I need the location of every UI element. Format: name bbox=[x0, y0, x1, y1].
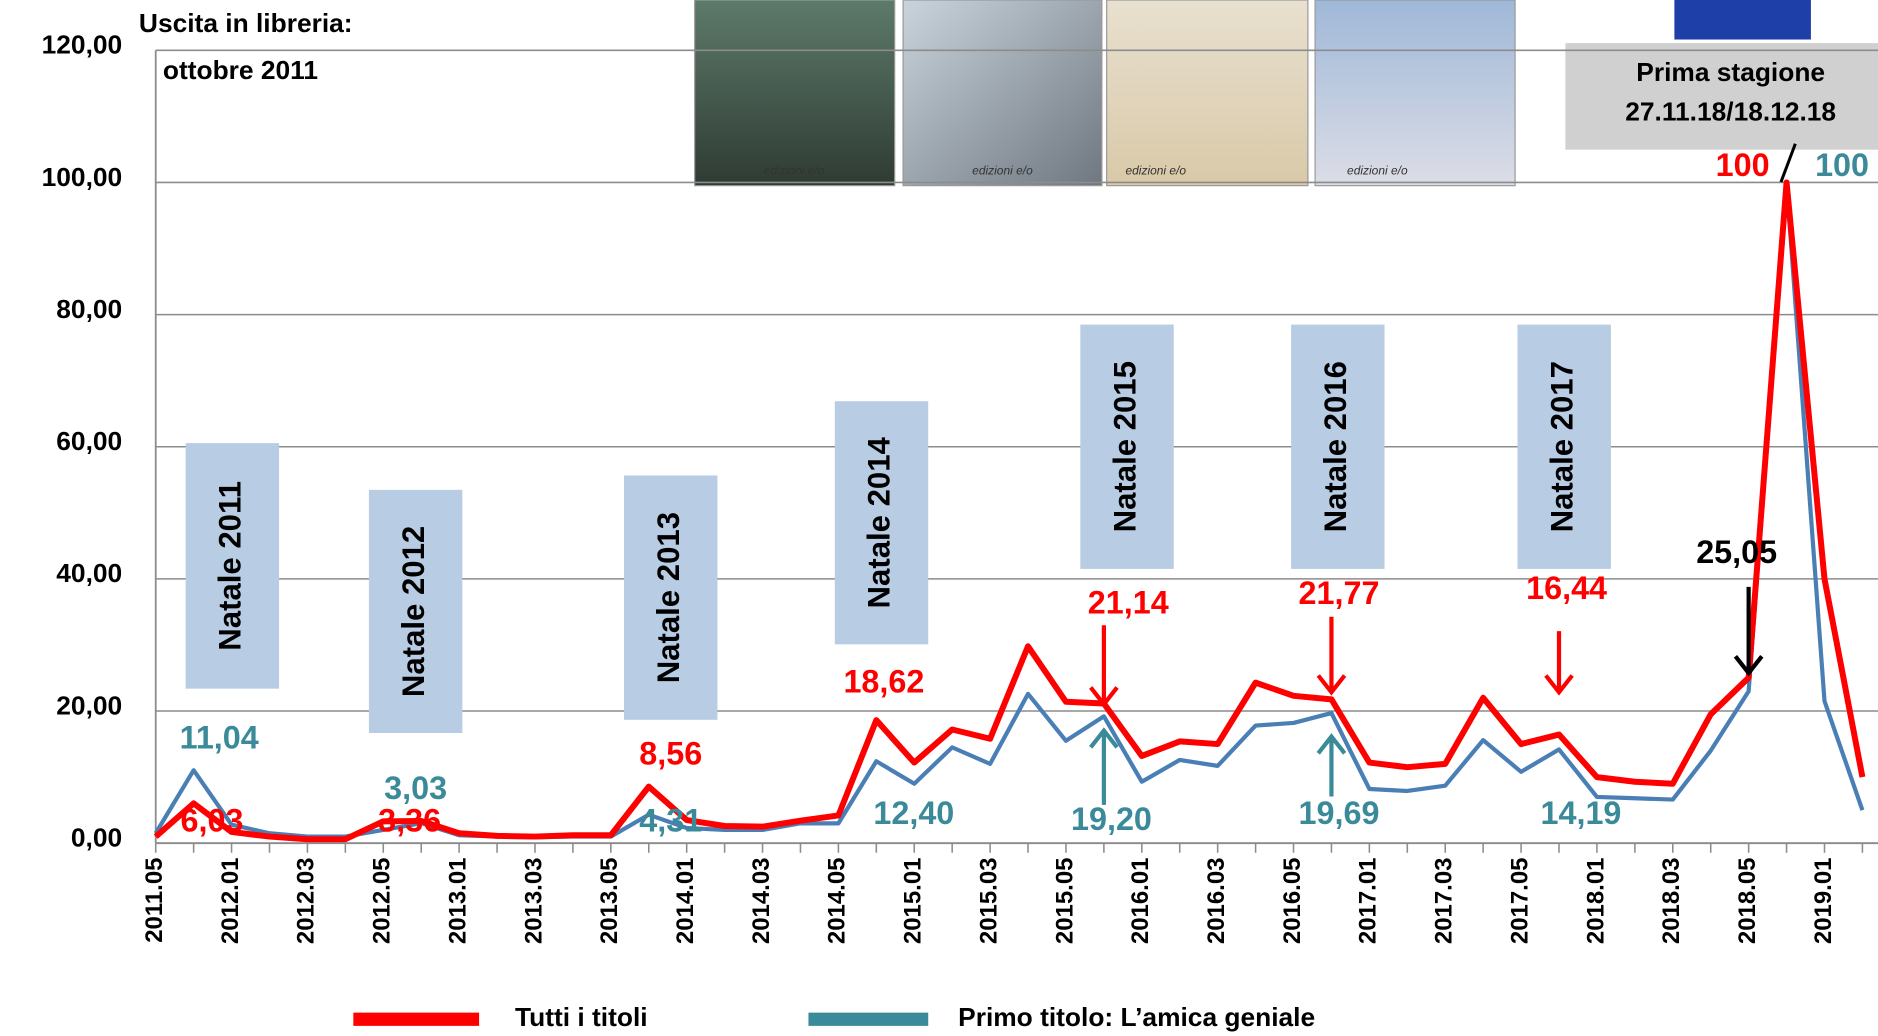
book-publisher: edizioni e/o bbox=[972, 163, 1033, 177]
value-label: 8,56 bbox=[639, 735, 702, 771]
x-tick-label: 2016.01 bbox=[1127, 858, 1154, 945]
y-tick-label: 120,00 bbox=[42, 30, 123, 60]
y-tick-label: 20,00 bbox=[56, 690, 122, 720]
book-cover bbox=[1107, 0, 1308, 186]
x-tick-label: 2015.01 bbox=[900, 858, 927, 945]
value-label: 4,31 bbox=[639, 802, 702, 838]
value-label: 18,62 bbox=[843, 663, 924, 699]
x-tick-label: 2018.01 bbox=[1582, 858, 1609, 945]
value-label: 16,44 bbox=[1526, 570, 1607, 606]
x-tick-label: 2017.01 bbox=[1355, 858, 1382, 945]
value-label: 3,36 bbox=[378, 802, 441, 838]
x-tick-label: 2016.03 bbox=[1203, 858, 1230, 945]
x-tick-label: 2013.03 bbox=[520, 858, 547, 945]
book-cover bbox=[1315, 0, 1515, 186]
value-label: 11,04 bbox=[180, 720, 259, 756]
value-label: 19,20 bbox=[1071, 801, 1152, 837]
christmas-label: Natale 2016 bbox=[1318, 361, 1353, 532]
value-label: 12,40 bbox=[873, 795, 954, 831]
christmas-label: Natale 2014 bbox=[862, 436, 897, 608]
value-label: 21,77 bbox=[1299, 575, 1380, 611]
release-note: ottobre 2011 bbox=[163, 55, 318, 85]
christmas-label: Natale 2012 bbox=[396, 526, 431, 697]
x-tick-label: 2013.01 bbox=[444, 858, 471, 945]
x-tick-label: 2019.01 bbox=[1810, 858, 1837, 945]
x-tick-label: 2017.03 bbox=[1431, 858, 1458, 945]
x-tick-label: 2012.01 bbox=[217, 858, 244, 945]
christmas-label: Natale 2017 bbox=[1544, 361, 1579, 532]
christmas-label: Natale 2015 bbox=[1107, 361, 1142, 532]
x-tick-label: 2014.03 bbox=[748, 858, 775, 945]
x-tick-label: 2011.05 bbox=[141, 858, 168, 943]
legend-label: Primo titolo: L’amica geniale bbox=[958, 1002, 1315, 1032]
y-tick-label: 100,00 bbox=[42, 162, 123, 192]
value-label: 6,03 bbox=[181, 802, 244, 838]
book-publisher: edizioni e/o bbox=[764, 163, 825, 177]
christmas-label: Natale 2013 bbox=[651, 512, 686, 683]
x-tick-label: 2014.05 bbox=[824, 858, 851, 945]
y-tick-label: 80,00 bbox=[56, 294, 122, 324]
legend-label: Tutti i titoli bbox=[515, 1002, 648, 1032]
book-publisher: edizioni e/o bbox=[1126, 163, 1187, 177]
x-tick-label: 2018.05 bbox=[1734, 858, 1761, 945]
x-tick-label: 2016.05 bbox=[1279, 858, 1306, 945]
season-note: Prima stagione bbox=[1636, 57, 1825, 87]
x-tick-label: 2017.05 bbox=[1506, 858, 1533, 945]
christmas-label: Natale 2011 bbox=[213, 481, 248, 651]
book-publisher: edizioni e/o bbox=[1347, 163, 1408, 177]
y-tick-label: 0,00 bbox=[71, 823, 122, 853]
book-covers bbox=[695, 0, 1515, 186]
value-label: 19,69 bbox=[1299, 795, 1380, 831]
value-label: 25,05 bbox=[1696, 534, 1777, 570]
value-label: 21,14 bbox=[1088, 584, 1169, 620]
value-label: 100 bbox=[1815, 147, 1869, 183]
x-tick-label: 2014.01 bbox=[672, 858, 699, 945]
y-tick-label: 60,00 bbox=[56, 426, 122, 456]
chart: 0,00 20,00 40,00 60,00 80,00 100,00 120,00 2011… bbox=[0, 0, 1878, 1036]
season-note: 27.11.18/18.12.18 bbox=[1625, 97, 1836, 127]
x-tick-label: 2015.05 bbox=[1051, 858, 1078, 945]
value-label: 100 bbox=[1716, 147, 1770, 183]
book-cover bbox=[695, 0, 895, 186]
value-label: 14,19 bbox=[1541, 795, 1622, 831]
x-tick-label: 2013.05 bbox=[596, 858, 623, 945]
x-tick-label: 2012.03 bbox=[293, 858, 320, 945]
book-cover bbox=[903, 0, 1102, 186]
release-note: Uscita in libreria: bbox=[139, 8, 353, 38]
x-tick-label: 2015.03 bbox=[975, 858, 1002, 945]
logo-block bbox=[1674, 0, 1811, 40]
value-label: 3,03 bbox=[384, 770, 447, 806]
x-tick-label: 2012.05 bbox=[369, 858, 396, 945]
x-tick-label: 2018.03 bbox=[1658, 858, 1685, 945]
y-tick-label: 40,00 bbox=[56, 558, 122, 588]
